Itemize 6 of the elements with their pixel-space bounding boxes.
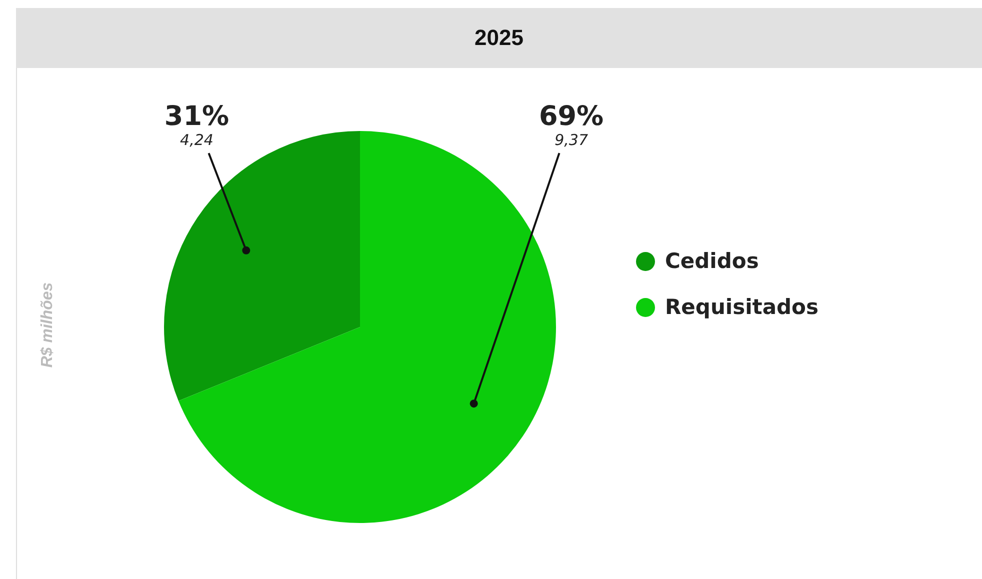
chart-title: 2025: [16, 8, 982, 68]
legend-label: Cedidos: [665, 249, 759, 273]
data-label: 31% 4,24: [164, 101, 230, 150]
text: R$ milhões: [39, 282, 57, 368]
data-label: 69% 9,37: [538, 101, 604, 150]
legend-label: Requisitados: [665, 295, 818, 319]
